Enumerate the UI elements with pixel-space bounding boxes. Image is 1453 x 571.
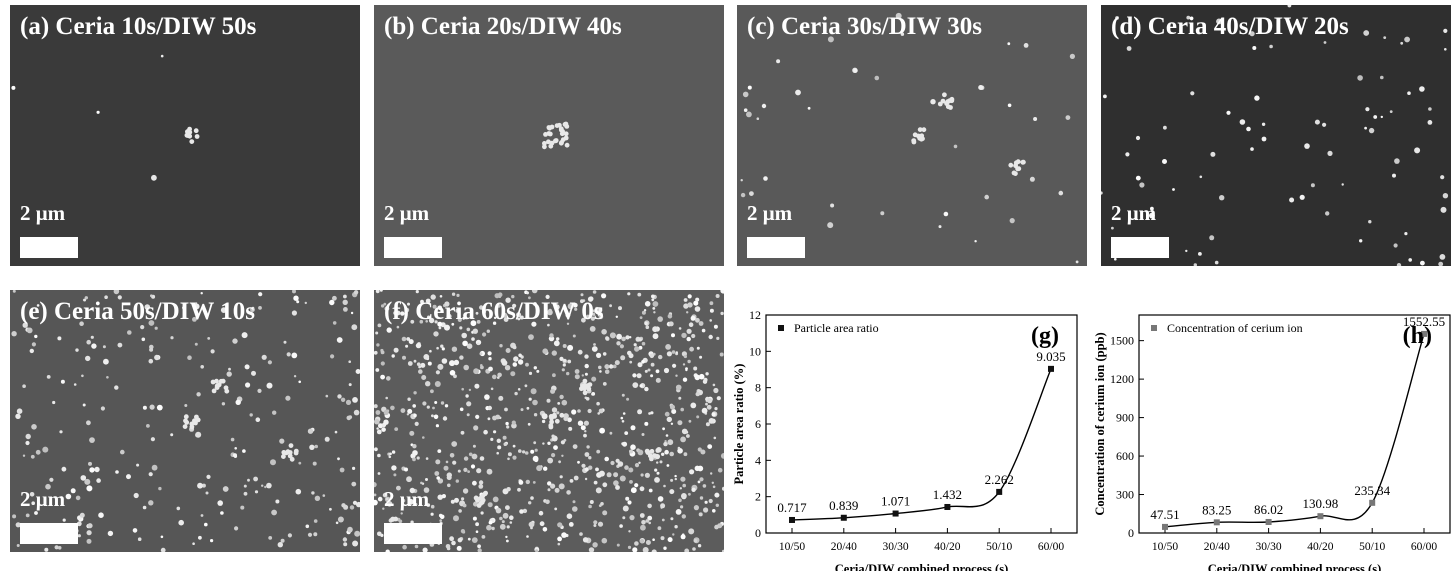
data-point: [996, 488, 1003, 495]
y-tick-label: 4: [755, 453, 761, 467]
scale-label-b: 2 μm: [384, 201, 430, 225]
y-tick-label: 900: [1116, 411, 1134, 425]
sem-panel-e: (e) Ceria 50s/DIW 10s 2 μm: [10, 290, 360, 552]
data-point: [892, 510, 899, 517]
x-tick-label: 10/50: [779, 541, 805, 553]
y-axis-label: Particle area ratio (%): [732, 364, 746, 485]
x-axis-label: Ceria/DIW combined process (s): [1208, 562, 1382, 571]
data-label: 1.071: [881, 494, 910, 509]
y-tick-label: 2: [755, 490, 761, 504]
sem-panel-a: (a) Ceria 10s/DIW 50s 2 μm: [10, 5, 360, 266]
y-tick-label: 600: [1116, 449, 1134, 463]
y-tick-label: 12: [749, 308, 761, 322]
data-label: 47.51: [1150, 507, 1179, 522]
data-point: [1317, 513, 1324, 520]
data-point: [789, 516, 795, 523]
sem-image-e: [10, 290, 360, 552]
data-point: [840, 514, 847, 521]
scale-bar-f: [384, 523, 442, 544]
x-tick-label: 50/10: [986, 541, 1012, 553]
x-tick-label: 40/20: [1307, 541, 1333, 553]
particle-field: [11, 54, 200, 181]
legend-marker: [778, 325, 784, 331]
x-tick-label: 30/30: [1255, 541, 1281, 553]
x-tick-label: 10/50: [1152, 541, 1178, 553]
y-axis-label: Concentration of cerium ion (ppb): [1093, 332, 1107, 515]
x-tick-label: 20/40: [1204, 541, 1230, 553]
data-point: [1162, 523, 1168, 530]
data-label: 130.98: [1303, 496, 1339, 511]
x-tick-label: 40/20: [934, 541, 960, 553]
scale-bar-c: [747, 237, 805, 258]
panel-title-d: (d) Ceria 40s/DIW 20s: [1111, 13, 1349, 40]
sem-panel-f: (f) Ceria 60s/DIW 0s 2 μm: [374, 290, 724, 552]
y-tick-label: 1500: [1110, 334, 1134, 348]
x-tick-label: 20/40: [831, 541, 857, 553]
panel-title-b: (b) Ceria 20s/DIW 40s: [384, 13, 622, 40]
x-tick-label: 50/10: [1359, 541, 1385, 553]
fit-curve: [1164, 333, 1425, 528]
particle-field: [374, 290, 724, 552]
sem-panel-d: (d) Ceria 40s/DIW 20s 2 μm: [1101, 5, 1451, 266]
scale-label-c: 2 μm: [747, 201, 793, 225]
data-label: 0.717: [777, 500, 807, 515]
scale-bar-b: [384, 237, 442, 258]
data-label: 86.02: [1254, 502, 1283, 517]
panel-title-c: (c) Ceria 30s/DIW 30s: [747, 13, 982, 40]
y-tick-label: 300: [1116, 488, 1134, 502]
data-label: 1552.55: [1403, 314, 1445, 329]
data-point: [1421, 330, 1427, 337]
x-axis-label: Ceria/DIW combined process (s): [835, 562, 1009, 571]
data-label: 0.839: [829, 498, 858, 513]
particle-field: [11, 290, 360, 552]
sem-image-f: [374, 290, 724, 552]
sem-image-c: [737, 5, 1087, 266]
data-label: 2.262: [985, 472, 1014, 487]
chart-h: 0 300 600 900 1200 1500 10/50 20/40 30/30 40/20 50…: [1093, 314, 1451, 571]
particle-field: [542, 121, 570, 150]
plot-frame: [1138, 314, 1451, 534]
chart-g: 0 2 4 6 8 10 12 10/50 20/40 30/30 40/20 50/10 60/00 0…: [732, 308, 1078, 571]
scale-label-e: 2 μm: [20, 487, 66, 511]
panel-title-e: (e) Ceria 50s/DIW 10s: [20, 298, 255, 325]
particle-field: [1101, 5, 1449, 266]
data-point: [1265, 518, 1272, 525]
y-tick-label: 8: [755, 381, 761, 395]
scale-label-f: 2 μm: [384, 487, 430, 511]
data-label: 235.34: [1354, 483, 1390, 498]
data-label: 1.432: [933, 487, 962, 502]
particle-field: [740, 12, 1079, 264]
scale-bar-d: [1111, 237, 1169, 258]
sem-image-d: [1101, 5, 1451, 266]
scale-label-d: 2 μm: [1111, 201, 1157, 225]
x-tick-label: 30/30: [882, 541, 908, 553]
panel-title-f: (f) Ceria 60s/DIW 0s: [384, 298, 604, 325]
sem-image-a: [10, 5, 360, 266]
data-point: [1048, 365, 1054, 372]
data-label: 9.035: [1036, 349, 1065, 364]
panel-label: (g): [1031, 323, 1059, 349]
sem-image-b: [374, 5, 724, 266]
legend-label: Particle area ratio: [794, 321, 879, 335]
y-tick-label: 6: [755, 417, 761, 431]
panel-label: (h): [1403, 323, 1432, 349]
x-tick-label: 60/00: [1411, 541, 1437, 553]
y-tick-label: 0: [755, 526, 761, 540]
scale-bar-a: [20, 237, 78, 258]
data-point: [1213, 519, 1220, 526]
legend-marker: [1151, 325, 1157, 331]
legend-label: Concentration of cerium ion: [1167, 321, 1303, 335]
y-tick-label: 1200: [1110, 372, 1134, 386]
data-point: [944, 503, 951, 510]
sem-panel-c: (c) Ceria 30s/DIW 30s 2 μm: [737, 5, 1087, 266]
scale-bar-e: [20, 523, 78, 544]
y-tick-label: 10: [749, 344, 761, 358]
data-point: [1369, 499, 1376, 506]
scale-label-a: 2 μm: [20, 201, 66, 225]
data-label: 83.25: [1202, 502, 1231, 517]
panel-title-a: (a) Ceria 10s/DIW 50s: [20, 13, 257, 40]
x-tick-label: 60/00: [1038, 541, 1064, 553]
sem-panel-b: (b) Ceria 20s/DIW 40s 2 μm: [374, 5, 724, 266]
y-tick-label: 0: [1128, 526, 1134, 540]
